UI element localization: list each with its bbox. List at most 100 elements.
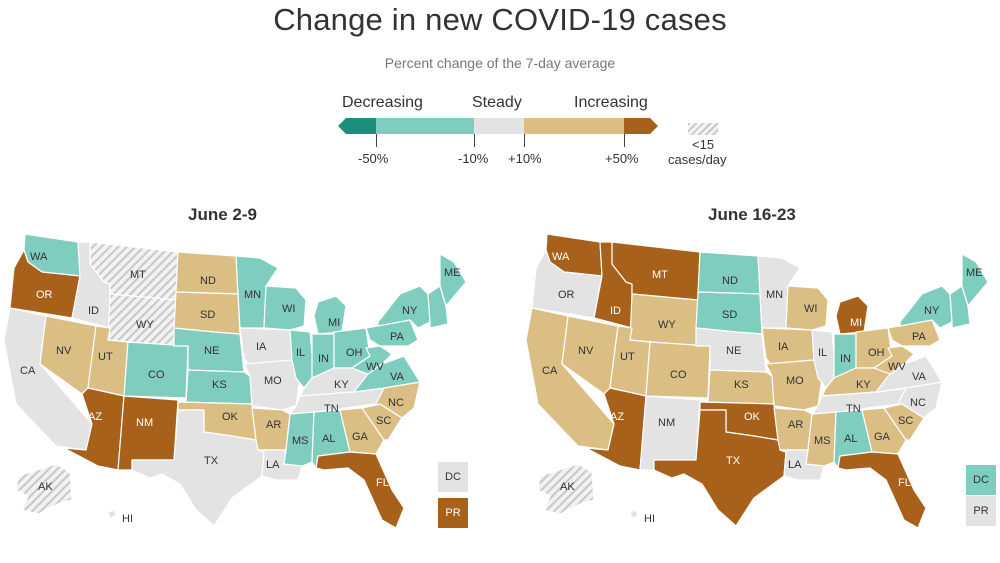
label-SC: SC (898, 415, 913, 427)
box-PR-label: PR (973, 505, 989, 517)
label-TX: TX (204, 455, 219, 467)
legend-increasing-label: Increasing (574, 94, 648, 111)
box-PR-label: PR (445, 507, 461, 519)
label-IL: IL (296, 347, 305, 359)
state-HI (107, 509, 117, 519)
legend-decrease-swatch (376, 118, 474, 134)
label-NV: NV (56, 345, 72, 357)
box-DC-label: DC (973, 474, 989, 486)
legend-hatch-label-1: <15 (692, 137, 715, 152)
label-CO: CO (148, 369, 165, 381)
label-WV: WV (366, 361, 384, 373)
legend-tick-plus50: +50% (605, 151, 639, 166)
label-MT: MT (130, 269, 146, 281)
label-NY: NY (924, 305, 940, 317)
state-AK (537, 463, 595, 515)
label-PA: PA (912, 331, 927, 343)
box-DC-panel-2: DC (966, 465, 996, 495)
label-MO: MO (264, 375, 282, 387)
state-ND (175, 251, 239, 295)
panel-1-map: WA OR CA ID NV MT WY UT AZ CO NM ND SD N… (3, 233, 467, 529)
label-VA: VA (390, 371, 405, 383)
label-TN: TN (846, 403, 861, 415)
legend-increase-swatch (524, 118, 624, 134)
label-ID: ID (88, 305, 99, 317)
label-OR: OR (36, 289, 53, 301)
legend-hatch-swatch (688, 123, 718, 135)
label-OK: OK (744, 411, 761, 423)
label-FL: FL (898, 477, 911, 489)
state-AK (15, 463, 73, 515)
label-KS: KS (212, 379, 227, 391)
page-title: Change in new COVID-19 cases (273, 2, 727, 37)
label-PA: PA (390, 331, 405, 343)
state-HI (629, 509, 639, 519)
label-VA: VA (912, 371, 927, 383)
label-IL: IL (818, 347, 827, 359)
label-NE: NE (726, 345, 741, 357)
label-ND: ND (722, 275, 738, 287)
label-NV: NV (578, 345, 594, 357)
label-IA: IA (778, 341, 789, 353)
panel-1-title: June 2-9 (188, 205, 257, 224)
legend-strong-decrease-swatch (338, 118, 376, 134)
label-OH: OH (346, 347, 363, 359)
label-HI: HI (644, 513, 655, 525)
label-NC: NC (910, 397, 926, 409)
label-MS: MS (814, 435, 831, 447)
box-DC-panel-1: DC (438, 462, 468, 492)
label-UT: UT (98, 351, 113, 363)
label-AK: AK (560, 481, 575, 493)
label-MO: MO (786, 375, 804, 387)
label-AK: AK (38, 481, 53, 493)
label-AL: AL (322, 433, 335, 445)
label-GA: GA (874, 431, 891, 443)
label-CO: CO (670, 369, 687, 381)
label-AZ: AZ (88, 411, 102, 423)
state-ND (697, 251, 761, 295)
legend-decreasing-label: Decreasing (342, 94, 423, 111)
label-IA: IA (256, 341, 267, 353)
label-TX: TX (726, 455, 741, 467)
legend-color-bar (338, 118, 658, 134)
state-WV (351, 345, 393, 375)
label-SD: SD (200, 309, 215, 321)
state-FL (315, 451, 405, 529)
state-NM (117, 395, 179, 471)
label-TN: TN (324, 403, 339, 415)
state-ME (961, 253, 989, 307)
label-OH: OH (868, 347, 885, 359)
label-NM: NM (136, 417, 153, 429)
label-LA: LA (788, 459, 802, 471)
legend-steady-swatch (474, 118, 524, 134)
label-SD: SD (722, 309, 737, 321)
label-NM: NM (658, 417, 675, 429)
label-AR: AR (788, 419, 803, 431)
state-GA (339, 407, 385, 455)
legend-steady-label: Steady (472, 94, 522, 111)
label-IN: IN (840, 353, 851, 365)
label-WI: WI (282, 303, 295, 315)
label-OR: OR (558, 289, 575, 301)
label-CA: CA (20, 365, 36, 377)
label-NC: NC (388, 397, 404, 409)
label-ME: ME (444, 267, 461, 279)
label-MN: MN (244, 289, 261, 301)
label-AZ: AZ (610, 411, 624, 423)
label-KS: KS (734, 379, 749, 391)
legend-tick-line-1 (376, 134, 377, 147)
label-WY: WY (658, 319, 676, 331)
label-UT: UT (620, 351, 635, 363)
label-WI: WI (804, 303, 817, 315)
label-GA: GA (352, 431, 369, 443)
state-WI (785, 285, 829, 331)
label-AL: AL (844, 433, 857, 445)
label-LA: LA (266, 459, 280, 471)
label-NE: NE (204, 345, 219, 357)
box-PR-panel-2: PR (966, 496, 996, 526)
label-KY: KY (856, 379, 871, 391)
state-FL (837, 451, 927, 529)
label-CA: CA (542, 365, 558, 377)
box-PR-panel-1: PR (438, 498, 468, 528)
state-GA (861, 407, 907, 455)
